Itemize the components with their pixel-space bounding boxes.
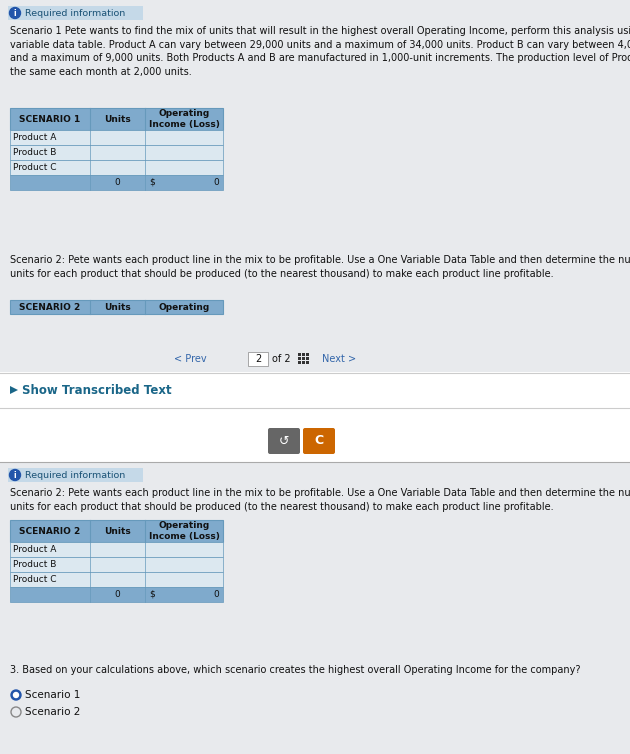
- Bar: [10, 175, 223, 190]
- Text: SCENARIO 2: SCENARIO 2: [20, 302, 81, 311]
- Bar: [10, 130, 223, 145]
- Text: SCENARIO 1: SCENARIO 1: [20, 115, 81, 124]
- Text: Operating
Income (Loss): Operating Income (Loss): [149, 109, 219, 129]
- Text: i: i: [14, 470, 16, 480]
- Text: Units: Units: [104, 302, 131, 311]
- Text: Product C: Product C: [13, 575, 57, 584]
- Text: Product A: Product A: [13, 545, 56, 554]
- Text: Units: Units: [104, 526, 131, 535]
- Polygon shape: [10, 386, 18, 394]
- Bar: [10, 160, 223, 175]
- Text: Scenario 1 Pete wants to find the mix of units that will result in the highest o: Scenario 1 Pete wants to find the mix of…: [10, 26, 630, 77]
- Bar: [302, 361, 304, 363]
- Text: Show Transcribed Text: Show Transcribed Text: [22, 384, 171, 397]
- Bar: [10, 542, 223, 557]
- Text: < Prev: < Prev: [174, 354, 206, 364]
- Text: 0: 0: [213, 590, 219, 599]
- Bar: [0, 462, 630, 754]
- Bar: [248, 352, 268, 366]
- Circle shape: [13, 692, 18, 697]
- Bar: [10, 520, 223, 542]
- Text: Required information: Required information: [25, 8, 125, 17]
- Bar: [10, 557, 223, 572]
- Text: 2: 2: [255, 354, 261, 364]
- Text: C: C: [314, 434, 324, 448]
- Bar: [298, 357, 301, 360]
- Bar: [10, 108, 223, 130]
- Text: 0: 0: [115, 590, 120, 599]
- Text: Scenario 2: Pete wants each product line in the mix to be profitable. Use a One : Scenario 2: Pete wants each product line…: [10, 488, 630, 512]
- Bar: [10, 300, 223, 314]
- Text: Operating
Income (Loss): Operating Income (Loss): [149, 521, 219, 541]
- FancyBboxPatch shape: [268, 428, 300, 454]
- Text: Product B: Product B: [13, 148, 56, 157]
- Bar: [10, 145, 223, 160]
- Bar: [306, 353, 309, 355]
- Bar: [8, 6, 143, 20]
- Text: Required information: Required information: [25, 470, 125, 480]
- Text: Units: Units: [104, 115, 131, 124]
- Circle shape: [9, 8, 21, 19]
- Bar: [306, 357, 309, 360]
- Bar: [302, 353, 304, 355]
- Text: Next >: Next >: [322, 354, 356, 364]
- Bar: [298, 353, 301, 355]
- Text: 3. Based on your calculations above, which scenario creates the highest overall : 3. Based on your calculations above, whi…: [10, 665, 580, 675]
- Text: 0: 0: [213, 178, 219, 187]
- Text: ↺: ↺: [278, 434, 289, 448]
- Bar: [8, 468, 143, 482]
- Circle shape: [11, 690, 21, 700]
- Bar: [302, 357, 304, 360]
- Text: Scenario 1: Scenario 1: [25, 690, 81, 700]
- Text: SCENARIO 2: SCENARIO 2: [20, 526, 81, 535]
- Text: Scenario 2: Scenario 2: [25, 707, 81, 717]
- Text: $: $: [149, 590, 155, 599]
- Bar: [10, 572, 223, 587]
- Text: of 2: of 2: [272, 354, 290, 364]
- Text: Scenario 2: Pete wants each product line in the mix to be profitable. Use a One : Scenario 2: Pete wants each product line…: [10, 255, 630, 278]
- Text: Product A: Product A: [13, 133, 56, 142]
- Bar: [306, 361, 309, 363]
- Bar: [298, 361, 301, 363]
- Text: Operating: Operating: [158, 302, 210, 311]
- FancyBboxPatch shape: [303, 428, 335, 454]
- Bar: [0, 0, 630, 372]
- Text: $: $: [149, 178, 155, 187]
- Bar: [0, 372, 630, 470]
- Text: i: i: [14, 8, 16, 17]
- Bar: [10, 587, 223, 602]
- Text: Product C: Product C: [13, 163, 57, 172]
- Text: 0: 0: [115, 178, 120, 187]
- Text: Product B: Product B: [13, 560, 56, 569]
- Circle shape: [9, 470, 21, 480]
